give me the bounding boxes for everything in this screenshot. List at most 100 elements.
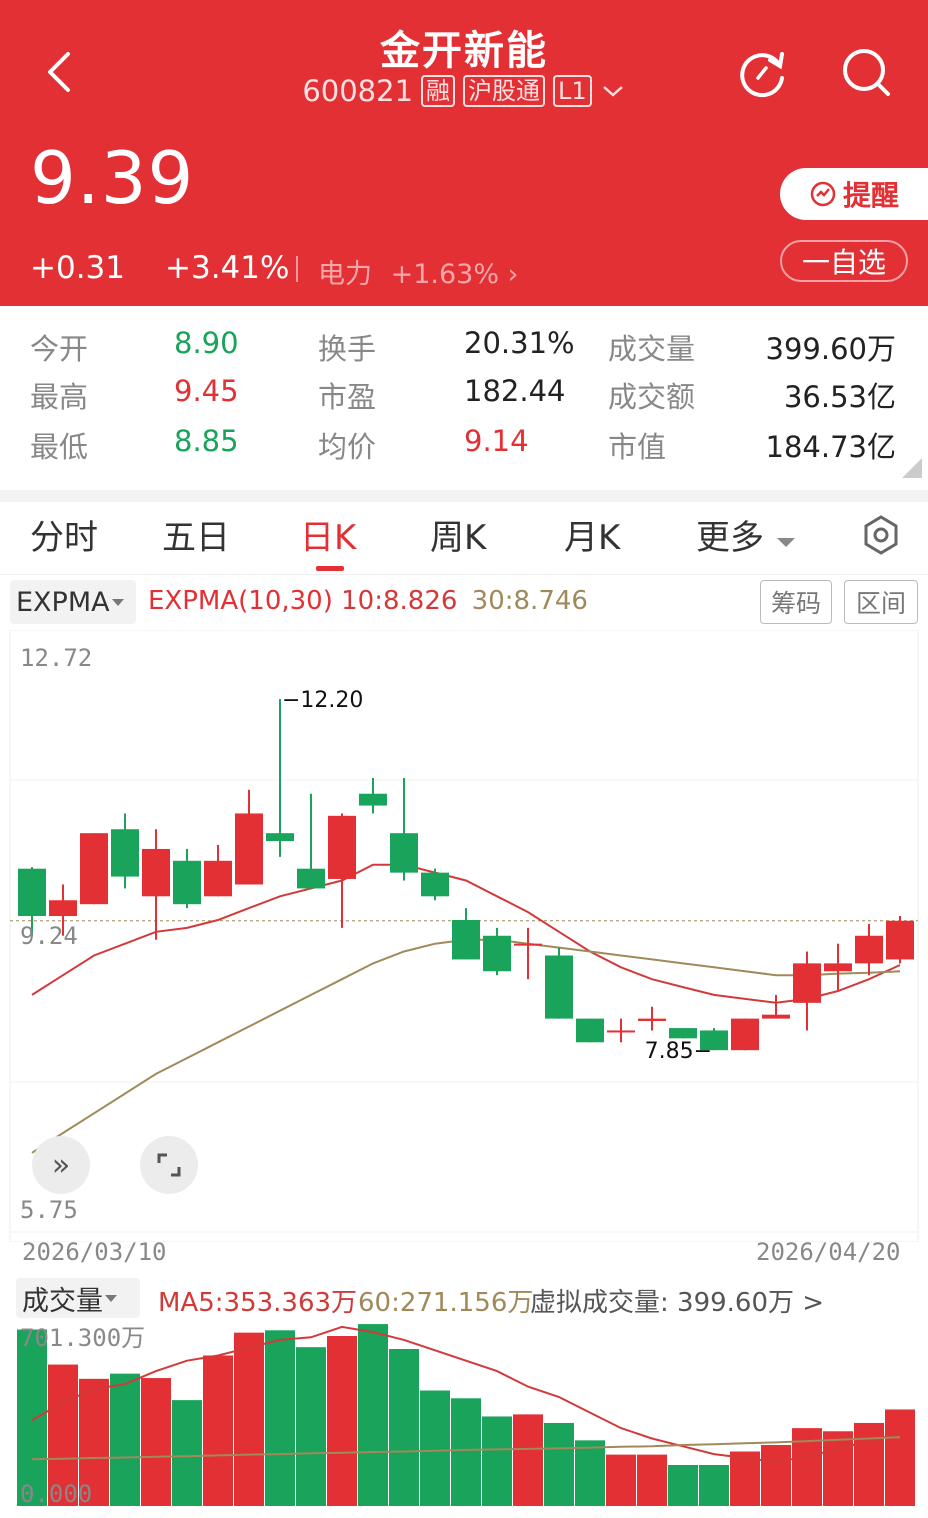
candle-body bbox=[576, 1018, 604, 1043]
virtual-volume[interactable]: 虚拟成交量: 399.60万 > bbox=[530, 1282, 824, 1319]
candle-body bbox=[452, 919, 480, 960]
candle bbox=[18, 867, 46, 936]
tag-connect: 沪股通 bbox=[463, 75, 546, 107]
volume-bar bbox=[544, 1422, 574, 1506]
candlestick-chart[interactable]: −12.20 7.85− bbox=[0, 630, 928, 1242]
tab-intraday[interactable]: 分时 bbox=[30, 518, 98, 558]
candle-body bbox=[421, 872, 449, 897]
stat-label: 市值 bbox=[608, 430, 667, 464]
expand-corner-icon[interactable] bbox=[902, 458, 922, 478]
virtual-volume-value: 399.60万 > bbox=[677, 1288, 825, 1318]
volume-bar bbox=[203, 1355, 233, 1506]
stat-value: 36.53亿 bbox=[783, 380, 896, 414]
fullscreen-glyph bbox=[157, 1153, 181, 1177]
refresh-icon[interactable] bbox=[736, 44, 792, 100]
stat-label: 换手 bbox=[318, 332, 377, 366]
volume-chart[interactable] bbox=[0, 1318, 928, 1518]
stats-row: 最低 8.85 均价 9.14 市值 184.73亿 bbox=[0, 424, 928, 474]
candle bbox=[173, 848, 201, 909]
stat-value: 399.60万 bbox=[765, 332, 896, 366]
volume-selector[interactable]: 成交量 bbox=[16, 1278, 140, 1318]
candle bbox=[824, 943, 852, 991]
x-axis-start-label: 2026/03/10 bbox=[22, 1238, 167, 1266]
candle bbox=[390, 777, 418, 881]
candle-body bbox=[824, 963, 852, 972]
max-price-label: −12.20 bbox=[282, 688, 363, 713]
volume-bar bbox=[17, 1329, 47, 1506]
tab-weekly-k[interactable]: 周K bbox=[430, 518, 487, 558]
volume-bar bbox=[358, 1324, 388, 1506]
stats-row: 今开 8.90 换手 20.31% 成交量 399.60万 bbox=[0, 326, 928, 376]
volume-bar bbox=[823, 1431, 853, 1506]
stats-row: 最高 9.45 市盈 182.44 成交额 36.53亿 bbox=[0, 374, 928, 424]
volume-bar bbox=[48, 1364, 78, 1506]
back-chevron-left-icon[interactable] bbox=[42, 50, 74, 94]
volume-bar bbox=[482, 1416, 512, 1506]
virtual-volume-label: 虚拟成交量: bbox=[530, 1288, 669, 1318]
tab-more[interactable]: 更多 bbox=[696, 510, 797, 559]
volume-selector-label: 成交量 bbox=[22, 1285, 103, 1317]
ema30-line bbox=[31, 938, 901, 1154]
indicator-selector-label: EXPMA bbox=[16, 586, 110, 618]
stat-value: 8.90 bbox=[174, 326, 239, 360]
chips-button[interactable]: 筹码 bbox=[760, 580, 832, 624]
separator bbox=[0, 574, 928, 575]
volume-bar bbox=[234, 1332, 264, 1506]
add-favorite-button[interactable]: 一自选 bbox=[780, 240, 908, 282]
candle-body bbox=[204, 860, 232, 897]
volume-bar bbox=[110, 1373, 140, 1506]
indicator-selector[interactable]: EXPMA bbox=[10, 580, 136, 624]
candle bbox=[607, 1018, 635, 1043]
candle-body bbox=[855, 935, 883, 964]
expma-label: EXPMA(10,30) bbox=[148, 586, 333, 616]
tab-daily-k[interactable]: 日K bbox=[300, 518, 357, 558]
ema10-line bbox=[31, 863, 901, 1004]
chevron-down-icon bbox=[602, 86, 623, 97]
double-chevron-right-icon[interactable]: » bbox=[32, 1136, 90, 1194]
candle bbox=[855, 923, 883, 976]
volume-bar bbox=[668, 1464, 698, 1506]
settings-icon[interactable] bbox=[860, 514, 902, 556]
y-axis-bottom-label: 5.75 bbox=[20, 1196, 78, 1224]
volume-ma5: MA5:353.363万 bbox=[158, 1288, 358, 1318]
stock-header: 金开新能 600821 融 沪股通 L1 9.39 +0.31 +3.41% 电… bbox=[0, 0, 928, 306]
tab-five-day[interactable]: 五日 bbox=[162, 518, 230, 558]
candle-body bbox=[483, 935, 511, 972]
stat-value: 182.44 bbox=[464, 374, 566, 408]
section-divider bbox=[0, 490, 928, 502]
tab-monthly-k[interactable]: 月K bbox=[564, 518, 621, 558]
candle bbox=[483, 927, 511, 976]
candle-body bbox=[638, 1018, 666, 1021]
remind-button[interactable]: 提醒 bbox=[780, 168, 928, 220]
candle-body bbox=[607, 1030, 635, 1033]
volume-bar bbox=[172, 1400, 202, 1506]
stock-subtitle[interactable]: 600821 融 沪股通 L1 bbox=[0, 74, 928, 108]
sector-link[interactable]: 电力 +1.63% › bbox=[318, 252, 518, 291]
caret-down-icon bbox=[105, 1295, 117, 1302]
stat-value: 9.45 bbox=[174, 374, 239, 408]
candle-body bbox=[266, 833, 294, 842]
fullscreen-icon[interactable] bbox=[140, 1136, 198, 1194]
sector-change: +1.63% bbox=[390, 259, 499, 290]
candle-body bbox=[669, 1028, 697, 1039]
caret-down-icon bbox=[776, 538, 795, 547]
chevron-right-icon: › bbox=[507, 259, 519, 290]
candle bbox=[762, 994, 790, 1019]
stat-label: 成交额 bbox=[608, 380, 696, 414]
range-button[interactable]: 区间 bbox=[844, 580, 918, 624]
candle bbox=[638, 1006, 666, 1031]
tag-level: L1 bbox=[553, 75, 592, 107]
candle bbox=[669, 1028, 697, 1039]
volume-bar bbox=[761, 1445, 791, 1506]
volume-bar bbox=[141, 1378, 171, 1506]
tag-margin: 融 bbox=[421, 75, 456, 107]
bell-icon bbox=[810, 181, 836, 207]
stat-value: 8.85 bbox=[174, 424, 239, 458]
y-axis-mid-label: 9.24 bbox=[20, 922, 78, 950]
candle bbox=[576, 1018, 604, 1043]
stat-label: 成交量 bbox=[608, 332, 696, 366]
quote-stats: 今开 8.90 换手 20.31% 成交量 399.60万 最高 9.45 市盈… bbox=[0, 306, 928, 490]
search-icon[interactable] bbox=[838, 44, 894, 100]
candle bbox=[514, 927, 542, 980]
candle-body bbox=[793, 963, 821, 1003]
